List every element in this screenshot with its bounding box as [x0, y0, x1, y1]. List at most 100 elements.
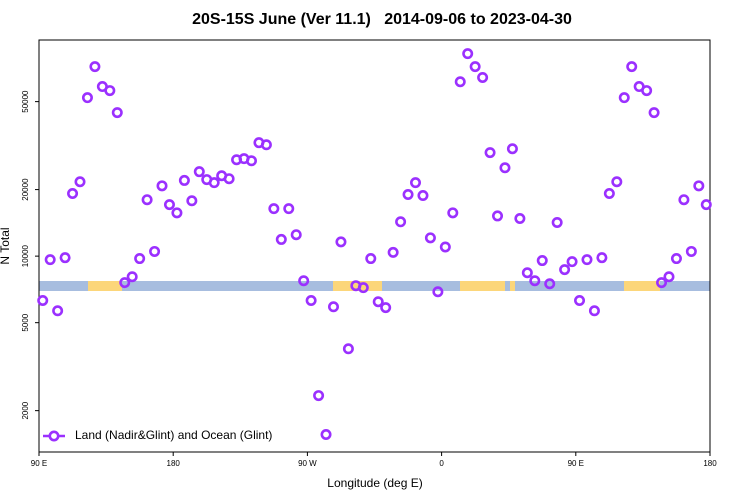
- point: [357, 282, 369, 294]
- point: [380, 302, 392, 314]
- point: [574, 294, 586, 306]
- point: [275, 233, 287, 245]
- plot-frame: [38, 39, 711, 453]
- point: [551, 216, 563, 228]
- x-tick-label: 90 W: [298, 459, 317, 468]
- point: [260, 139, 272, 151]
- point: [536, 255, 548, 267]
- y-tick-label: 20000: [21, 178, 30, 201]
- point: [447, 207, 459, 219]
- point: [454, 76, 466, 88]
- point: [700, 199, 712, 211]
- point: [402, 189, 414, 201]
- point: [111, 107, 123, 119]
- point: [618, 92, 630, 104]
- point: [320, 428, 332, 440]
- point: [298, 275, 310, 287]
- point: [178, 174, 190, 186]
- surface-strip: [39, 281, 710, 291]
- point: [372, 296, 384, 308]
- point: [37, 294, 49, 306]
- legend-marker: [48, 430, 60, 442]
- point: [335, 236, 347, 248]
- point: [439, 241, 451, 253]
- point: [193, 166, 205, 178]
- point: [126, 271, 138, 283]
- point: [492, 210, 504, 222]
- point: [290, 229, 302, 241]
- point: [603, 188, 615, 200]
- x-tick-label: 180: [703, 459, 717, 468]
- y-tick-label: 10000: [21, 244, 30, 267]
- point: [432, 286, 444, 298]
- point: [365, 253, 377, 265]
- point: [44, 254, 56, 266]
- point: [305, 294, 317, 306]
- point: [506, 143, 518, 155]
- point: [59, 252, 71, 264]
- point: [67, 188, 79, 200]
- point: [648, 107, 660, 119]
- y-axis-label: N Total: [0, 227, 12, 264]
- point: [544, 278, 556, 290]
- point: [89, 61, 101, 73]
- legend-label: Land (Nadir&Glint) and Ocean (Glint): [75, 428, 272, 442]
- point: [163, 199, 175, 211]
- point: [208, 177, 220, 189]
- chart-title: 20S-15S June (Ver 11.1) 2014-09-06 to 20…: [192, 11, 572, 28]
- point: [469, 61, 481, 73]
- point: [641, 85, 653, 97]
- point: [104, 85, 116, 97]
- point: [596, 252, 608, 264]
- point: [693, 180, 705, 192]
- x-tick-label: 0: [439, 459, 444, 468]
- point: [81, 92, 93, 104]
- x-tick-label: 90 E: [568, 459, 584, 468]
- point: [149, 245, 161, 257]
- point: [313, 390, 325, 402]
- point: [521, 267, 533, 279]
- point: [581, 254, 593, 266]
- point: [678, 194, 690, 206]
- point: [588, 305, 600, 317]
- point: [611, 176, 623, 188]
- y-tick-label: 50000: [21, 90, 30, 113]
- y-tick-label: 2000: [21, 401, 30, 419]
- point: [171, 207, 183, 219]
- y-tick-label: 5000: [21, 313, 30, 331]
- point: [74, 176, 86, 188]
- point: [514, 212, 526, 224]
- point: [559, 264, 571, 276]
- point: [156, 180, 168, 192]
- point: [52, 305, 64, 317]
- point: [424, 232, 436, 244]
- point: [529, 275, 541, 287]
- point: [417, 190, 429, 202]
- point: [134, 253, 146, 265]
- point: [141, 194, 153, 206]
- point: [410, 177, 422, 189]
- point: [268, 203, 280, 215]
- point: [245, 155, 257, 167]
- point: [342, 343, 354, 355]
- x-tick-label: 90 E: [31, 459, 47, 468]
- point: [119, 277, 131, 289]
- point: [670, 253, 682, 265]
- point: [656, 277, 668, 289]
- point: [566, 256, 578, 268]
- point: [499, 162, 511, 174]
- point: [395, 216, 407, 228]
- x-tick-label: 180: [167, 459, 181, 468]
- point: [626, 61, 638, 73]
- point: [462, 48, 474, 60]
- point: [186, 195, 198, 207]
- x-axis-label: Longitude (deg E): [327, 476, 422, 490]
- point: [663, 271, 675, 283]
- point: [685, 245, 697, 257]
- point: [327, 301, 339, 313]
- point: [223, 173, 235, 185]
- point: [283, 203, 295, 215]
- point: [484, 147, 496, 159]
- point: [477, 71, 489, 83]
